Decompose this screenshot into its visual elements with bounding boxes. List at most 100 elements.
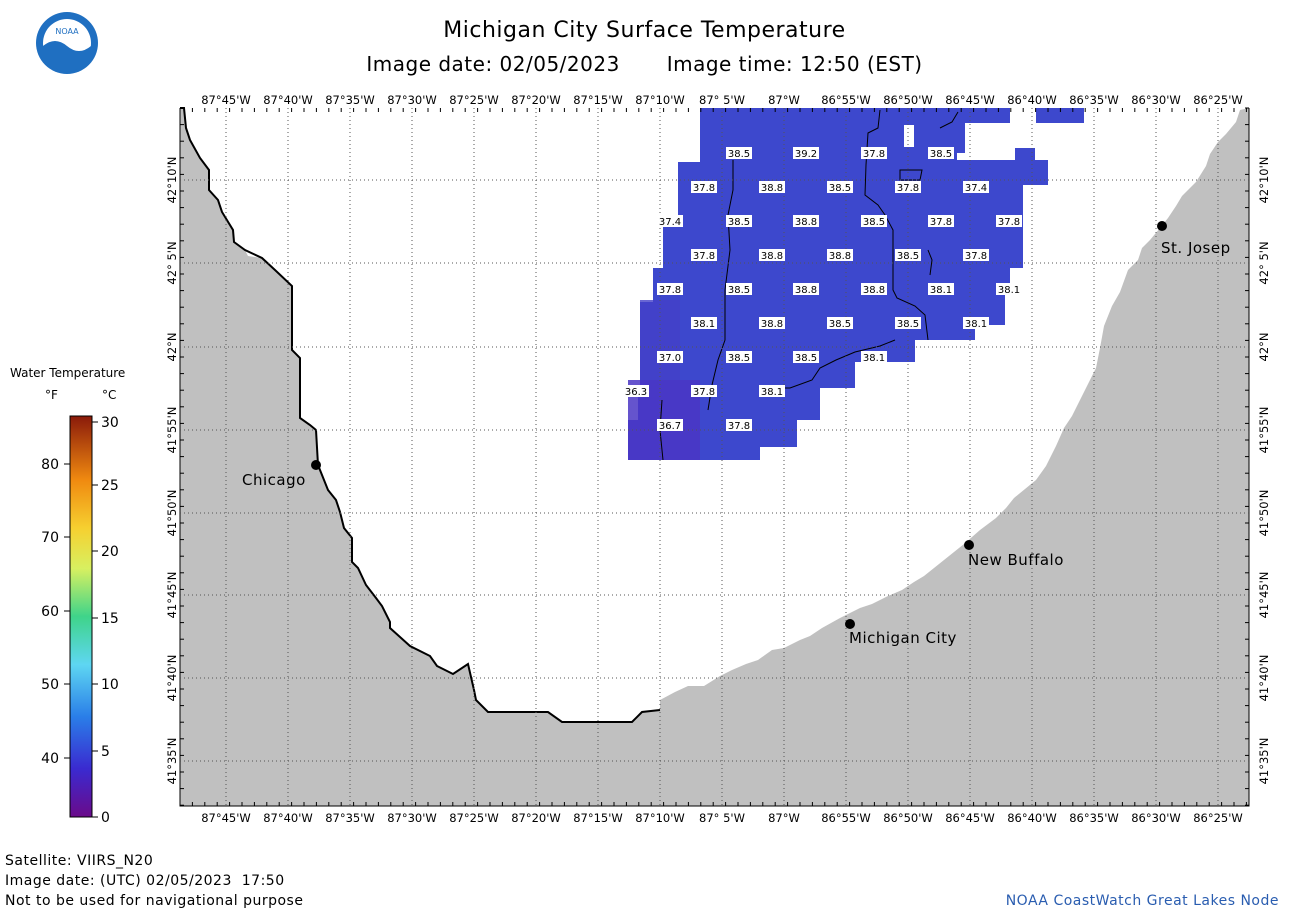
latitude-label-left: 41°45'N: [165, 572, 179, 619]
temperature-label: 38.8: [863, 285, 885, 296]
city-markers: Chicago St. Josep New Buffalo Michigan City: [242, 221, 1230, 647]
temperature-label-bg: [657, 419, 683, 431]
temperature-label-bg: [861, 147, 887, 159]
temperature-label: 38.8: [829, 251, 851, 262]
temperature-label: 38.5: [728, 353, 750, 364]
temperature-label: 37.8: [863, 149, 885, 160]
latitude-label-right: 41°55'N: [1257, 407, 1271, 454]
temperature-label-bg: [861, 283, 887, 295]
longitude-label-bottom: 86°40'W: [1007, 811, 1057, 825]
longitude-label-top: 86°30'W: [1131, 93, 1181, 107]
longitude-label-top: 87°45'W: [201, 93, 251, 107]
latitude-label-right: 41°40'N: [1257, 655, 1271, 702]
temperature-label: 37.8: [693, 251, 715, 262]
temperature-label-bg: [726, 147, 752, 159]
temperature-label: 37.8: [965, 251, 987, 262]
longitude-label-bottom: 87°30'W: [387, 811, 437, 825]
legend-c-tick: 20: [101, 544, 119, 560]
temperature-label: 37.0: [659, 353, 681, 364]
temperature-label: 38.1: [693, 319, 715, 330]
latitude-label-left: 42°10'N: [165, 157, 179, 204]
noaa-logo: NOAA: [36, 12, 98, 74]
temperature-label-bg: [726, 215, 752, 227]
longitude-label-top: 86°45'W: [945, 93, 995, 107]
longitude-label-top: 87°10'W: [635, 93, 685, 107]
longitude-label-bottom: 87°20'W: [511, 811, 561, 825]
latitude-label-right: 42°N: [1257, 333, 1271, 362]
longitude-label-bottom: 87°35'W: [325, 811, 375, 825]
temperature-label: 38.8: [795, 217, 817, 228]
temperature-label-bg: [759, 249, 785, 261]
city-label: Chicago: [242, 471, 306, 489]
longitude-label-top: 87°W: [768, 93, 800, 107]
temperature-label: 38.8: [761, 183, 783, 194]
legend-c-tick: 0: [101, 810, 110, 826]
temperature-label: 38.1: [998, 285, 1020, 296]
latitude-label-right: 42° 5'N: [1257, 241, 1271, 284]
temperature-label-bg: [963, 249, 989, 261]
temperature-label-bg: [793, 215, 819, 227]
temperature-label: 38.8: [761, 251, 783, 262]
longitude-label-top: 87° 5'W: [699, 93, 745, 107]
city-label: New Buffalo: [968, 551, 1064, 569]
temperature-label-bg: [793, 351, 819, 363]
temperature-label: 38.5: [728, 217, 750, 228]
legend-c-tick: 5: [101, 744, 110, 760]
latitude-label-left: 41°55'N: [165, 407, 179, 454]
temperature-label-bg: [691, 181, 717, 193]
temperature-label-bg: [726, 351, 752, 363]
city-marker-dot: [1157, 221, 1167, 231]
temperature-label: 38.5: [930, 149, 952, 160]
temperature-label: 37.4: [659, 217, 681, 228]
temperature-label-bg: [657, 351, 683, 363]
longitude-label-top: 86°50'W: [883, 93, 933, 107]
longitude-label-bottom: 87°45'W: [201, 811, 251, 825]
longitude-label-bottom: 87°W: [768, 811, 800, 825]
footer-credit: NOAA CoastWatch Great Lakes Node: [1005, 893, 1279, 909]
temperature-label: 38.1: [761, 387, 783, 398]
footer-satellite: Satellite: VIIRS_N20: [5, 853, 154, 869]
temperature-label: 37.8: [728, 421, 750, 432]
temperature-label: 37.8: [998, 217, 1020, 228]
temperature-label-bg: [827, 317, 853, 329]
temperature-label-bg: [895, 249, 921, 261]
latitude-label-left: 41°40'N: [165, 655, 179, 702]
longitude-label-bottom: 87°25'W: [449, 811, 499, 825]
longitude-label-bottom: 86°55'W: [821, 811, 871, 825]
image-date-label: Image date: 02/05/2023: [366, 52, 620, 76]
legend-f-tick: 50: [41, 677, 59, 693]
legend-c-tick: 10: [101, 677, 119, 693]
longitude-label-bottom: 86°25'W: [1193, 811, 1243, 825]
footer-utc-date: Image date: (UTC) 02/05/2023 17:50: [5, 873, 285, 889]
temperature-label: 38.8: [795, 285, 817, 296]
longitude-label-top: 87°30'W: [387, 93, 437, 107]
latitude-label-left: 41°50'N: [165, 490, 179, 537]
longitude-label-top: 87°40'W: [263, 93, 313, 107]
city-marker-dot: [311, 460, 321, 470]
temperature-label-bg: [793, 283, 819, 295]
map-title: Michigan City Surface Temperature: [443, 18, 846, 43]
latitude-labels-left: 42°10'N 42° 5'N 42°N 41°55'N 41°50'N 41°45'N 4…: [165, 157, 179, 785]
temperature-label-bg: [657, 283, 683, 295]
temperature-label: 38.5: [897, 251, 919, 262]
latitude-label-right: 41°45'N: [1257, 572, 1271, 619]
border-ticks: [179, 107, 1249, 806]
temperature-label: 38.1: [965, 319, 987, 330]
temperature-label-bg: [996, 215, 1022, 227]
temperature-label-bg: [691, 249, 717, 261]
logo-text: NOAA: [55, 27, 79, 36]
temperature-label-bg: [793, 147, 819, 159]
temperature-label-bg: [623, 385, 649, 397]
longitude-label-top: 87°35'W: [325, 93, 375, 107]
temperature-label-bg: [759, 181, 785, 193]
temperature-label-bg: [691, 317, 717, 329]
legend-c-tick: 30: [101, 415, 119, 431]
temperature-label-bg: [963, 181, 989, 193]
temperature-label-bg: [861, 215, 887, 227]
legend-unit-c: °C: [102, 388, 117, 402]
legend-color-bar: [69, 415, 93, 818]
temperature-label-bg: [726, 419, 752, 431]
temperature-label-bg: [726, 283, 752, 295]
temperature-label: 36.3: [625, 387, 647, 398]
